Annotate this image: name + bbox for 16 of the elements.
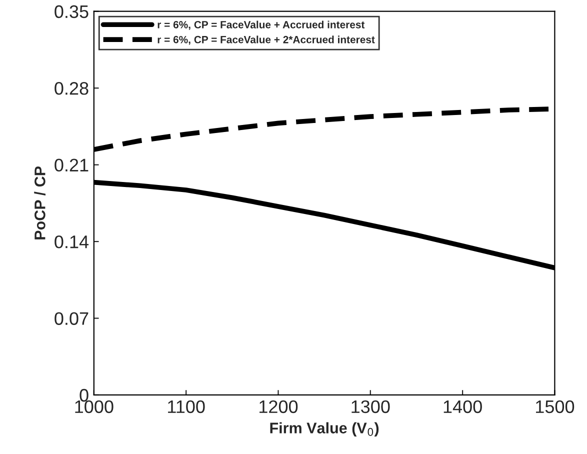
x-tick-label: 1400 bbox=[444, 400, 482, 414]
x-tick-label: 1100 bbox=[168, 400, 205, 414]
y-tick-label: 0.28 bbox=[54, 82, 88, 95]
x-tick-label: 1300 bbox=[352, 400, 390, 414]
y-tick-label: 0.07 bbox=[54, 312, 88, 325]
x-tick-label: 1500 bbox=[536, 400, 574, 414]
legend-label: r = 6%, CP = FaceValue + 2*Accrued interest bbox=[158, 36, 375, 45]
y-tick-label: 0.35 bbox=[54, 5, 88, 18]
x-tick-label: 1000 bbox=[75, 400, 114, 414]
legend-label: r = 6%, CP = FaceValue + Accrued interest bbox=[158, 20, 365, 30]
x-axis-title: Firm Value (V$_{0}$) bbox=[270, 422, 379, 436]
y-tick-label: 0.14 bbox=[54, 235, 89, 248]
y-tick-label: 0.21 bbox=[54, 158, 88, 172]
y-axis-title: PoCP / CP bbox=[34, 166, 46, 240]
x-tick-label: 1200 bbox=[260, 400, 298, 414]
y-tick-label: 0 bbox=[80, 388, 88, 402]
